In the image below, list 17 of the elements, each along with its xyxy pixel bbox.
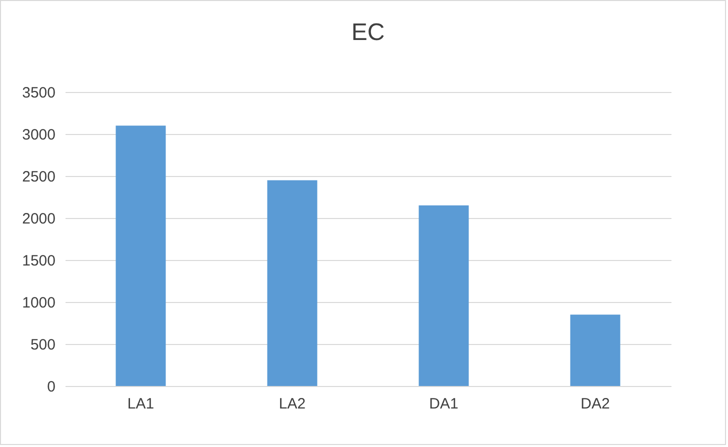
x-tick-label: DA1 — [429, 396, 458, 412]
y-tick-label: 3000 — [22, 126, 56, 144]
y-tick-label: 2500 — [22, 168, 56, 186]
y-tick-label: 1500 — [22, 252, 56, 270]
x-tick-label: LA2 — [278, 396, 306, 412]
bar — [418, 205, 469, 386]
y-tick-label: 3500 — [22, 84, 56, 102]
bar — [267, 180, 318, 386]
chart-title: EC — [351, 19, 385, 46]
x-tick-label: LA1 — [127, 396, 154, 412]
y-tick-label: 500 — [30, 336, 56, 354]
bar — [116, 126, 166, 386]
x-tick-label: DA2 — [580, 396, 610, 412]
bar — [570, 314, 620, 386]
y-tick-label: 2000 — [22, 210, 56, 228]
y-tick-label: 0 — [47, 378, 56, 396]
y-tick-label: 1000 — [22, 294, 56, 312]
